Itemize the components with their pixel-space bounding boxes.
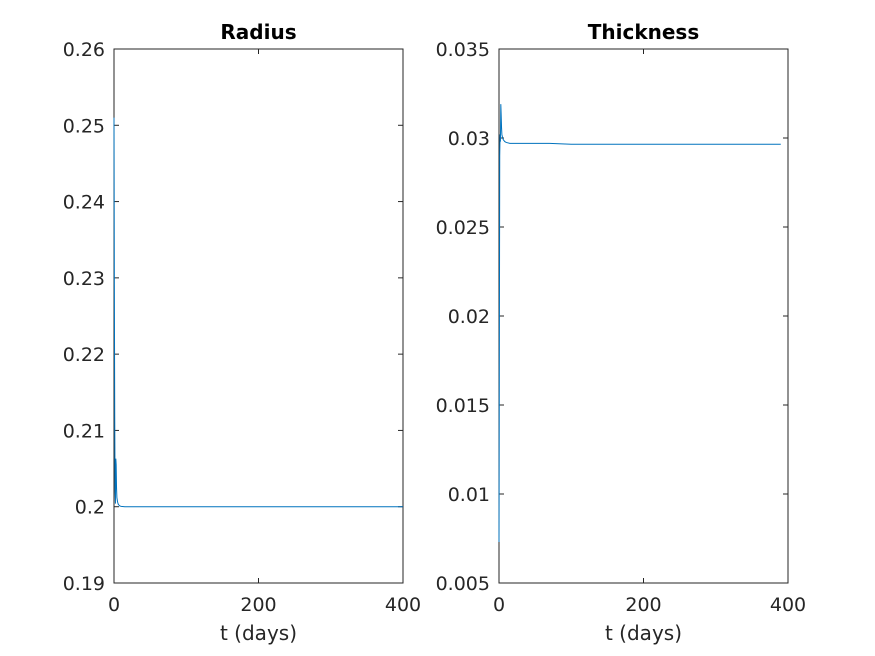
thickness-series-layer [498, 104, 781, 543]
thickness-y-tick-label: 0.015 [436, 395, 490, 417]
radius-plot-area [113, 48, 404, 584]
thickness-y-tick-label: 0.03 [448, 128, 490, 150]
radius-x-tick-label: 0 [108, 594, 120, 616]
radius-y-tick-label: 0.19 [63, 573, 105, 595]
radius-y-tick-label: 0.2 [75, 497, 105, 519]
radius-panel: 0.19 0.2 0.21 0.22 0.23 0.24 0.25 0.26 0 200 400 R… [63, 20, 421, 645]
thickness-y-tick-label: 0.02 [448, 306, 490, 328]
radius-x-tick-label: 400 [385, 594, 421, 616]
thickness-y-tick-label: 0.01 [448, 484, 490, 506]
thickness-title: Thickness [588, 20, 700, 44]
thickness-y-tick-label: 0.005 [436, 573, 490, 595]
thickness-x-tick-label: 400 [770, 594, 806, 616]
radius-y-tick-label: 0.22 [63, 344, 105, 366]
thickness-y-tick-label: 0.035 [436, 39, 490, 61]
thickness-y-tick-label: 0.025 [436, 217, 490, 239]
radius-series-layer [113, 117, 403, 508]
radius-x-tick-label: 200 [240, 594, 276, 616]
thickness-x-tick-label: 200 [625, 594, 661, 616]
radius-title: Radius [220, 20, 296, 44]
thickness-series-line [498, 104, 781, 543]
thickness-plot-area [498, 48, 789, 584]
radius-series-line [113, 117, 403, 508]
thickness-x-axis-label: t (days) [605, 621, 682, 645]
radius-y-tick-label: 0.26 [63, 39, 105, 61]
thickness-ticks: 0.005 0.01 0.015 0.02 0.025 0.03 0.035 0 200 400 [436, 39, 807, 616]
radius-ticks: 0.19 0.2 0.21 0.22 0.23 0.24 0.25 0.26 0 200 400 [63, 39, 421, 616]
radius-y-tick-label: 0.25 [63, 115, 105, 137]
radius-y-tick-label: 0.23 [63, 268, 105, 290]
radius-y-tick-label: 0.21 [63, 420, 105, 442]
radius-y-tick-label: 0.24 [63, 192, 105, 214]
thickness-x-tick-label: 0 [493, 594, 505, 616]
radius-x-axis-label: t (days) [220, 621, 297, 645]
